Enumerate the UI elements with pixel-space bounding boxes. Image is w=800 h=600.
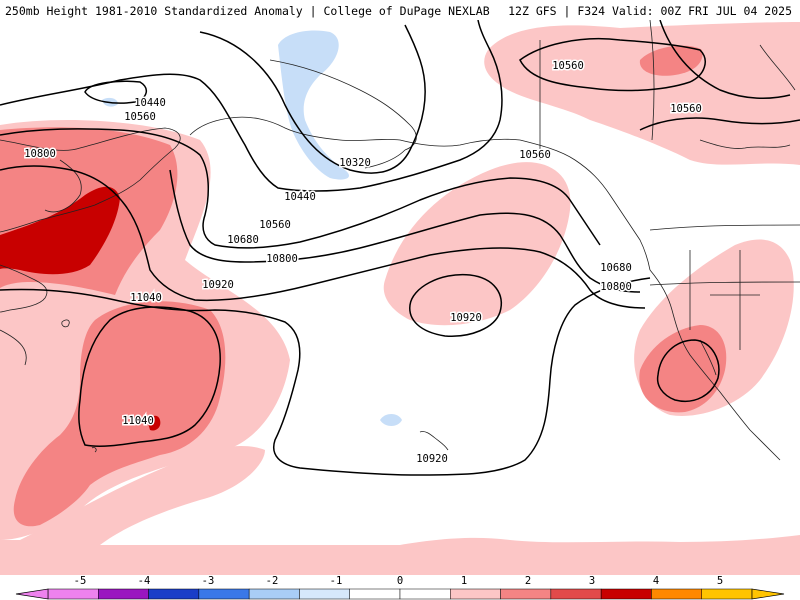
height-contours: [0, 20, 800, 476]
contour-label: 10800: [24, 148, 56, 160]
colorbar-swatch: [299, 588, 350, 600]
contour-10440-ne: [659, 20, 791, 100]
colorbar-swatches: [47, 588, 753, 600]
contour-label: 10440: [134, 97, 166, 109]
contour-10680: [169, 169, 641, 293]
tick-label: -4: [138, 575, 151, 587]
tick-label: -3: [202, 575, 215, 587]
contour-label: 10320: [339, 157, 371, 169]
tick-label: -2: [266, 575, 279, 587]
contour-label: 10560: [124, 111, 156, 123]
contour-labels: 10440 10560 10800 10320 10440 10560 1068…: [23, 59, 704, 467]
colorbar-legend: -5 -4 -3 -2 -1 0 1 2 3 4 5: [0, 575, 800, 600]
anomaly-shading-minus1: [102, 30, 402, 426]
contour-10560: [0, 128, 601, 249]
contour-label: 10800: [600, 281, 632, 293]
contour-label: 10560: [259, 219, 291, 231]
contour-label: 10680: [227, 234, 259, 246]
model-run-info: 12Z GFS | F324 Valid: 00Z FRI JUL 04 202…: [508, 4, 792, 18]
contour-10320: [199, 24, 426, 174]
colorbar-swatch: [98, 588, 149, 600]
tick-label: 4: [653, 575, 659, 587]
colorbar-swatch: [47, 588, 99, 600]
contour-label: 11040: [130, 292, 162, 304]
contour-label: 10560: [552, 60, 584, 72]
colorbar-swatch: [500, 588, 552, 600]
tick-label: -5: [74, 575, 87, 587]
colorbar-swatch: [701, 588, 753, 600]
contour-label: 10800: [266, 253, 298, 265]
contour-label: 10920: [202, 279, 234, 291]
contour-label: 11040: [122, 415, 154, 427]
colorbar-swatch: [550, 588, 602, 600]
contour-11040: [78, 306, 221, 447]
tick-label: -1: [330, 575, 343, 587]
contour-local-low: [656, 339, 720, 402]
map-title: 250mb Height 1981-2010 Standardized Anom…: [5, 4, 490, 18]
anomaly-map: 10440 10560 10800 10320 10440 10560 1068…: [0, 20, 800, 575]
contour-small-nw: [84, 80, 147, 104]
contour-10560-ne: [519, 37, 706, 92]
tick-label: 3: [589, 575, 595, 587]
colorbar-left-arrow: [15, 588, 49, 600]
colorbar-swatch: [450, 588, 501, 600]
contour-10560-e: [639, 117, 800, 131]
tick-label: 1: [461, 575, 467, 587]
contour-label: 10560: [670, 103, 702, 115]
colorbar-swatch: [349, 588, 401, 600]
contour-10800-asia: [0, 165, 646, 309]
colorbar-swatch: [148, 588, 200, 600]
tick-label: 0: [397, 575, 403, 587]
colorbar-right-arrow: [751, 588, 785, 600]
colorbar-ticklabels: -5 -4 -3 -2 -1 0 1 2 3 4 5: [74, 575, 723, 587]
contour-10920-high: [409, 273, 502, 337]
tick-label: 2: [525, 575, 531, 587]
contour-label: 10560: [519, 149, 551, 161]
tick-label: 5: [717, 575, 723, 587]
anomaly-shading-plus3: [0, 186, 161, 431]
contour-label: 10920: [450, 312, 482, 324]
colorbar-swatch: [651, 588, 702, 600]
header: 250mb Height 1981-2010 Standardized Anom…: [0, 0, 800, 20]
colorbar-swatch: [248, 588, 300, 600]
coastlines: [0, 20, 800, 461]
contour-label: 10920: [416, 453, 448, 465]
contour-label: 10440: [284, 191, 316, 203]
contour-label: 10680: [600, 262, 632, 274]
colorbar-swatch: [198, 588, 250, 600]
colorbar-swatch: [399, 588, 451, 600]
colorbar-swatch: [600, 588, 652, 600]
contour-10440-nw: [0, 20, 503, 192]
